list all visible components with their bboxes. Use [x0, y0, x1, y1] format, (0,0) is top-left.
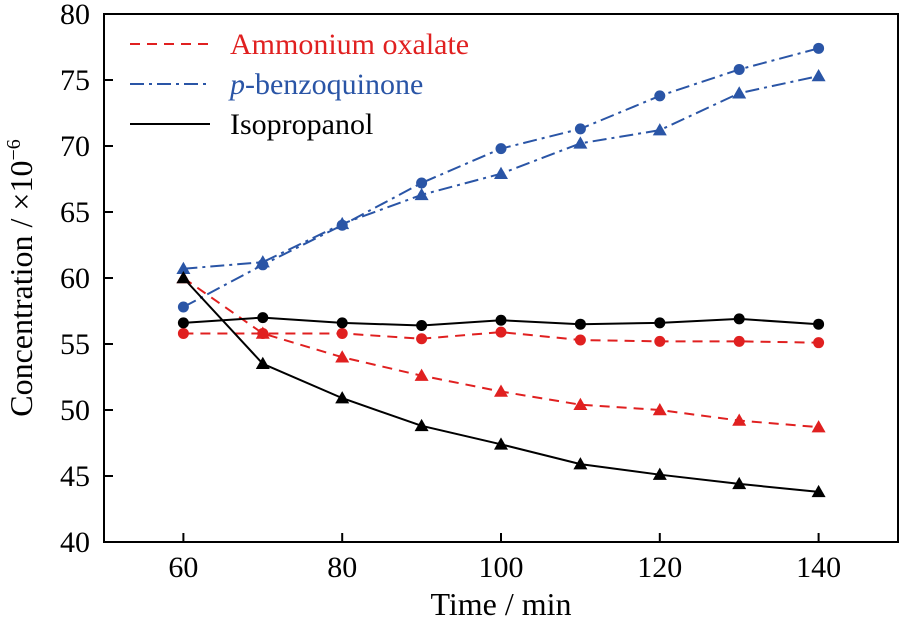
data-point-4-3	[416, 320, 428, 332]
data-point-3-1	[255, 255, 270, 268]
data-point-3-6	[652, 123, 667, 136]
data-point-3-7	[732, 86, 747, 99]
data-point-4-5	[574, 318, 586, 330]
x-axis-label: Time / min	[430, 586, 571, 620]
data-point-1-7	[732, 413, 747, 426]
legend: Ammonium oxalate p-benzoquinone Isopropano…	[130, 28, 469, 141]
data-point-2-4	[495, 143, 507, 155]
data-point-4-6	[654, 317, 666, 329]
data-point-5-0	[176, 271, 191, 284]
data-point-1-4	[494, 384, 508, 397]
x-tick-label-100: 100	[479, 551, 524, 584]
data-point-1-1	[255, 326, 270, 339]
tick-group: 60 80 100 120 140 40 45 50 55 60 65 70 75 80	[60, 0, 841, 584]
y-tick-label-45: 45	[60, 460, 90, 493]
data-point-4-1	[257, 312, 269, 324]
x-tick-label-60: 60	[168, 551, 198, 584]
series-line-1	[182, 277, 819, 429]
y-tick-label-50: 50	[60, 394, 90, 427]
data-point-1-5	[573, 397, 588, 410]
data-point-3-8	[811, 69, 826, 82]
data-point-5-6	[652, 467, 667, 480]
data-point-0-3	[416, 333, 428, 345]
data-point-2-3	[416, 177, 428, 189]
data-point-0-6	[654, 335, 666, 347]
data-point-3-2	[335, 216, 350, 230]
x-tick-label-80: 80	[327, 551, 357, 584]
data-point-3-5	[573, 136, 588, 149]
data-point-5-2	[335, 391, 350, 404]
plot-frame	[103, 13, 899, 543]
legend-label-0: Ammonium oxalate	[230, 28, 469, 61]
data-point-0-8	[813, 337, 825, 349]
x-tick-label-140: 140	[796, 551, 841, 584]
data-point-4-4	[495, 314, 507, 326]
series-line-0	[183, 331, 819, 344]
x-tick-label-120: 120	[637, 551, 682, 584]
y-tick-label-65: 65	[60, 196, 90, 229]
data-point-5-1	[255, 356, 270, 370]
data-point-1-6	[652, 403, 667, 416]
data-point-5-4	[494, 437, 508, 450]
data-point-0-5	[574, 334, 586, 346]
data-point-1-8	[811, 420, 826, 433]
data-point-2-0	[177, 301, 189, 313]
data-point-4-2	[336, 317, 348, 329]
data-point-3-3	[414, 187, 429, 201]
data-point-5-3	[414, 418, 429, 432]
data-point-3-4	[494, 166, 508, 179]
y-tick-label-40: 40	[60, 526, 90, 559]
data-point-3-0	[176, 261, 191, 275]
data-point-0-0	[177, 327, 189, 339]
data-point-0-2	[336, 327, 348, 339]
data-point-5-5	[573, 457, 588, 470]
data-point-2-7	[733, 63, 745, 75]
y-axis-label: Concentration / ×10−6	[3, 139, 39, 417]
data-point-2-6	[654, 90, 666, 102]
y-tick-label-60: 60	[60, 262, 90, 295]
data-point-0-7	[733, 335, 745, 347]
y-axis-label-exponent: −6	[3, 139, 25, 160]
y-tick-label-80: 80	[60, 0, 90, 31]
data-point-5-7	[732, 476, 747, 490]
legend-label-2: Isopropanol	[230, 108, 373, 141]
y-axis-label-prefix: Concentration / ×10	[3, 161, 39, 417]
data-point-2-5	[574, 123, 586, 135]
data-point-1-3	[414, 368, 429, 381]
y-tick-label-55: 55	[60, 328, 90, 361]
y-tick-label-75: 75	[60, 64, 90, 97]
data-point-5-8	[811, 484, 826, 498]
series-markers	[176, 42, 826, 498]
data-point-1-2	[335, 350, 350, 363]
data-point-0-4	[495, 326, 507, 338]
legend-label-1: p-benzoquinone	[228, 68, 423, 101]
data-point-4-8	[813, 318, 825, 330]
data-point-4-0	[177, 317, 189, 329]
y-tick-label-70: 70	[60, 130, 90, 163]
data-point-2-8	[813, 42, 825, 54]
data-point-4-7	[733, 313, 745, 325]
